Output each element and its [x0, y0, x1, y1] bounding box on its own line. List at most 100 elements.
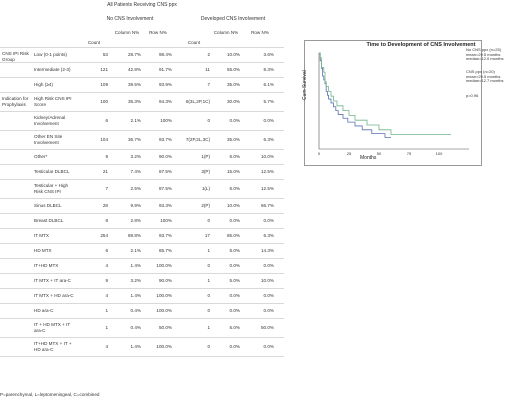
- row-divider: [0, 288, 284, 289]
- row-category: Testicular DLBCL: [34, 168, 70, 174]
- table-cell: 87.5%: [158, 168, 172, 174]
- row-category: Sinus DLBCL: [34, 202, 62, 208]
- table-cell: 1.4%: [130, 343, 141, 349]
- table-cell: 0.0%: [229, 217, 240, 223]
- section-label: Indication for Prophylaxis: [2, 96, 29, 107]
- table-cell: 50.0%: [158, 324, 172, 330]
- row-divider: [0, 318, 284, 319]
- row-category: High (≥4): [34, 81, 53, 87]
- row-category: Testicular + High Risk CNS IPI: [34, 183, 69, 194]
- table-cell: 55.0%: [226, 66, 240, 72]
- km-series-1: [319, 52, 391, 138]
- table-cell: 90.0%: [158, 277, 172, 283]
- chart-title: Time to Development of CNS Involvement: [366, 42, 476, 48]
- table-cell: 35.0%: [226, 136, 240, 142]
- table-cell: 1: [105, 307, 108, 313]
- table-cell: 6.1%: [263, 81, 274, 87]
- table-cell: 3.2%: [130, 277, 141, 283]
- table-cell: 254: [100, 232, 108, 238]
- table-cell: 0.4%: [130, 307, 141, 313]
- row-divider: [0, 62, 284, 63]
- x-tick-label: 50: [377, 151, 382, 156]
- table-cell: 6: [105, 117, 108, 123]
- table-cell: 17: [204, 232, 210, 238]
- table-cell: 100.0%: [156, 292, 172, 298]
- table-cell: 85.0%: [226, 232, 240, 238]
- table-cell: 87.5%: [158, 185, 172, 191]
- x-tick-label: 75: [407, 151, 412, 156]
- table-cell: 28: [102, 202, 108, 208]
- table-cell: 121: [100, 66, 108, 72]
- table-cell: 11: [205, 66, 210, 72]
- table-cell: 10.0%: [260, 153, 274, 159]
- table-cell: 12.5%: [260, 168, 274, 174]
- table-cell: 5.0%: [229, 185, 240, 191]
- column-header: Column N%: [114, 30, 140, 35]
- table-cell: 8: [105, 217, 108, 223]
- table-cell: 3.6%: [263, 51, 274, 57]
- table-cell: 2.8%: [130, 217, 141, 223]
- table-cell: 35.0%: [226, 81, 240, 87]
- y-axis-label: Cum Survival: [302, 70, 308, 100]
- row-divider: [0, 273, 284, 274]
- km-chart: 0 25 50 75 100: [318, 52, 469, 156]
- legend-series-1-stat-1: mean=29.5 months: [466, 51, 501, 57]
- table-cell: 2(P): [201, 202, 210, 208]
- table-cell: 10.0%: [226, 202, 240, 208]
- table-cell: 9: [105, 277, 108, 283]
- table-cell: 66.7%: [260, 202, 274, 208]
- table-cell: 5.0%: [229, 247, 240, 253]
- table-cell: 100%: [160, 217, 172, 223]
- row-category: Other*: [34, 153, 48, 159]
- x-tick-label: 100: [436, 151, 443, 156]
- km-series-2: [319, 52, 451, 135]
- table-cell: 104: [100, 136, 108, 142]
- table-cell: 6.3%: [263, 136, 274, 142]
- column-header: Row N%: [251, 30, 269, 35]
- legend-series-2-stat-1: mean=29.5 months: [466, 73, 501, 79]
- table-cell: 0.0%: [229, 262, 240, 268]
- table-cell: 6(3L,2P,1C): [185, 98, 210, 104]
- table-cell: 10.0%: [260, 277, 274, 283]
- row-divider: [0, 164, 284, 165]
- table-cell: 0.4%: [130, 324, 141, 330]
- row-divider: [0, 47, 284, 48]
- table-cell: 6.3%: [263, 232, 274, 238]
- row-divider: [0, 337, 284, 338]
- table-cell: 7(2P,2L,3C): [185, 136, 210, 142]
- table-cell: 1: [105, 324, 108, 330]
- column-header: Column N%: [213, 30, 239, 35]
- table-cell: 1: [207, 324, 210, 330]
- table-cell: 0.0%: [229, 117, 240, 123]
- table-title: All Patients Receiving CNS ppx: [107, 2, 177, 8]
- legend-series-2-name: CNS ppx (n=20): [466, 69, 495, 74]
- row-category: IT MTX: [34, 232, 49, 238]
- row-category: IT+HD MTX + IT + HD ara-C: [34, 341, 72, 352]
- row-category: Low (0-1 points): [34, 51, 67, 57]
- row-divider: [0, 179, 284, 180]
- table-cell: 53: [102, 51, 108, 57]
- table-cell: 0.0%: [263, 117, 274, 123]
- table-cell: 0.0%: [263, 292, 274, 298]
- table-cell: 5.7%: [263, 98, 274, 104]
- row-category: Intermediate (2-3): [34, 66, 71, 72]
- table-cell: 1: [207, 247, 210, 253]
- row-divider: [0, 213, 284, 214]
- table-cell: 50.0%: [260, 324, 274, 330]
- row-category: Breast DLBCL: [34, 217, 64, 223]
- table-cell: 93.7%: [158, 136, 172, 142]
- chart-axes: [318, 53, 469, 150]
- table-cell: 7: [207, 81, 210, 87]
- table-cell: 9: [105, 153, 108, 159]
- table-cell: 1.4%: [130, 262, 141, 268]
- table-cell: 4: [105, 343, 108, 349]
- table-cell: 100%: [160, 117, 172, 123]
- table-cell: 0: [207, 217, 210, 223]
- row-divider: [0, 92, 284, 93]
- table-cell: 4: [105, 292, 108, 298]
- column-header: Row N%: [149, 30, 167, 35]
- row-divider: [0, 130, 284, 131]
- row-divider: [0, 198, 284, 199]
- table-cell: 5.0%: [229, 153, 240, 159]
- km-chart-frame: 0 25 50 75 100: [304, 40, 482, 166]
